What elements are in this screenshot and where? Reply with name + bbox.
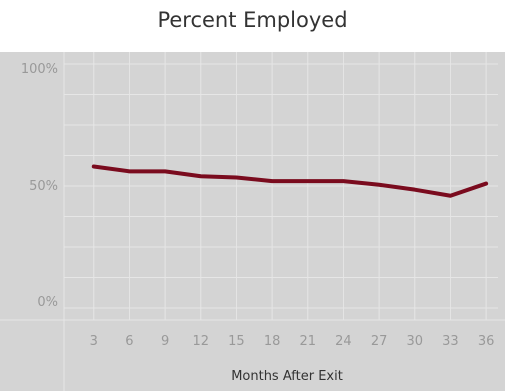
- y-tick-label: 100%: [21, 62, 58, 77]
- y-tick-label: 0%: [37, 295, 58, 310]
- x-tick-label: 12: [193, 334, 210, 349]
- x-tick-label: 9: [161, 334, 169, 349]
- x-axis-title: Months After Exit: [231, 369, 343, 384]
- y-tick-label: 50%: [29, 179, 58, 194]
- x-tick-label: 36: [478, 334, 495, 349]
- chart-title: Percent Employed: [157, 8, 348, 32]
- x-axis-ticks: 3 6 9 12 15 18 21 24 27 30 33 36: [90, 334, 495, 349]
- grid-lines: [0, 52, 505, 391]
- x-tick-label: 6: [125, 334, 133, 349]
- x-tick-label: 21: [300, 334, 317, 349]
- line-chart: 100%50%0% 3 6 9 12 15 18 21 24 27 30 33 36 Months A…: [0, 52, 505, 391]
- series-line: [91, 164, 489, 198]
- x-tick-label: 3: [90, 334, 98, 349]
- x-tick-label: 30: [407, 334, 424, 349]
- x-tick-label: 27: [371, 334, 388, 349]
- x-tick-label: 15: [228, 334, 245, 349]
- x-tick-label: 18: [264, 334, 281, 349]
- y-axis-ticks: 100% 50% 0%: [21, 62, 58, 310]
- x-tick-label: 33: [442, 334, 459, 349]
- plot-background: [0, 52, 505, 391]
- x-tick-label: 24: [335, 334, 352, 349]
